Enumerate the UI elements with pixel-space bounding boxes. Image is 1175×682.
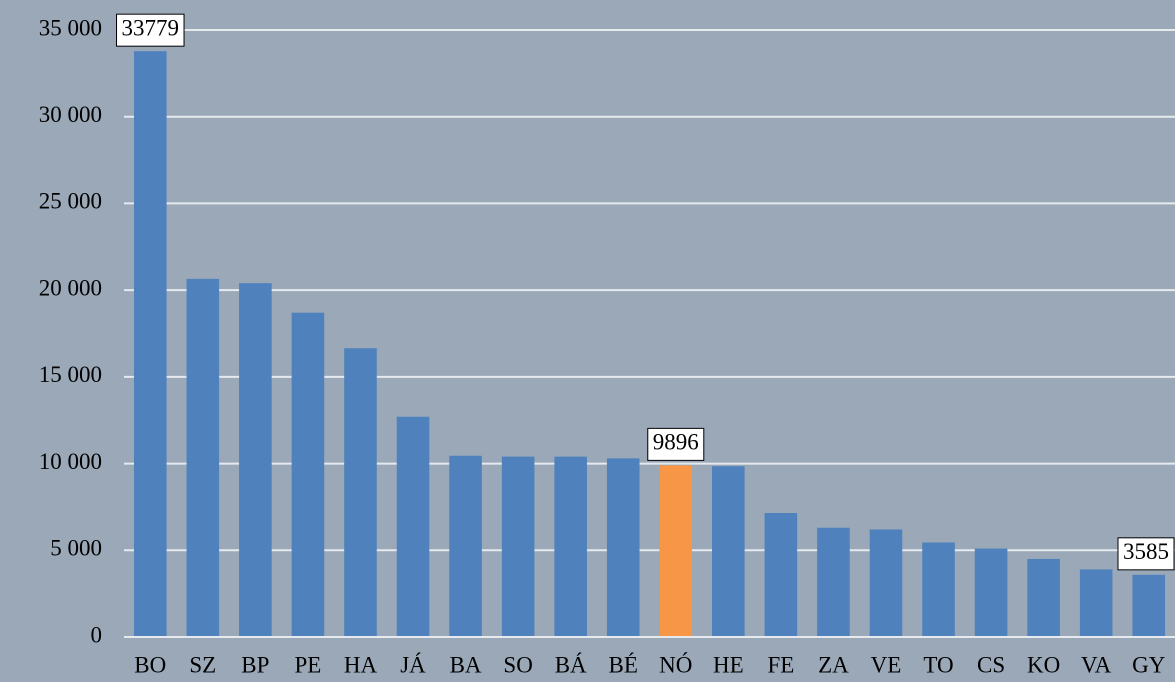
x-tick-label: CS — [977, 652, 1005, 677]
x-tick-label: BA — [450, 652, 482, 677]
data-label-box — [116, 13, 185, 47]
y-tick-label: 30 000 — [39, 102, 102, 127]
y-tick-label: 25 000 — [39, 189, 102, 214]
bar — [449, 455, 482, 637]
bar — [606, 458, 640, 637]
bar — [133, 51, 167, 637]
bar — [186, 278, 220, 637]
x-tick-label: VE — [871, 652, 902, 677]
x-tick-label: TO — [923, 652, 953, 677]
x-tick-label: SZ — [189, 652, 216, 677]
x-tick-label: BÁ — [555, 652, 587, 677]
y-tick-label: 10 000 — [39, 449, 102, 474]
x-tick-label: PE — [295, 652, 322, 677]
bar — [344, 348, 377, 637]
x-tick-label: VA — [1081, 652, 1112, 677]
y-tick-label: 5 000 — [50, 536, 102, 561]
data-label: 3585 — [1123, 539, 1169, 564]
bar — [712, 466, 745, 637]
bar — [1132, 574, 1166, 637]
x-tick-label: KO — [1027, 652, 1060, 677]
data-label-box — [1117, 537, 1175, 571]
bar — [291, 312, 325, 637]
bar — [659, 465, 693, 637]
x-tick-label: HE — [713, 652, 744, 677]
bar — [554, 456, 587, 637]
y-tick-label: 15 000 — [39, 362, 102, 387]
bar — [764, 512, 798, 637]
bar — [869, 529, 903, 637]
bar — [974, 548, 1008, 637]
bar — [396, 416, 430, 637]
x-tick-label: ZA — [818, 652, 849, 677]
x-tick-label: HA — [344, 652, 378, 677]
x-tick-label: BÉ — [609, 652, 638, 677]
y-tick-label: 20 000 — [39, 275, 102, 300]
x-tick-label: JÁ — [400, 652, 426, 677]
x-tick-label: NÓ — [659, 651, 692, 677]
x-tick-label: GY — [1132, 652, 1166, 677]
bar — [817, 527, 850, 637]
y-tick-label: 0 — [91, 622, 103, 647]
data-label-box — [647, 427, 705, 461]
x-tick-label: FE — [767, 652, 794, 677]
x-tick-label: BO — [134, 652, 166, 677]
data-label: 33779 — [122, 15, 180, 40]
y-tick-label: 35 000 — [39, 15, 102, 40]
bar — [922, 542, 955, 637]
x-tick-label: SO — [503, 652, 532, 677]
bar — [501, 456, 535, 637]
x-tick-label: BP — [241, 652, 269, 677]
bar — [1027, 558, 1060, 637]
data-label: 9896 — [653, 430, 699, 455]
bar — [1079, 569, 1113, 637]
bar — [239, 283, 272, 637]
